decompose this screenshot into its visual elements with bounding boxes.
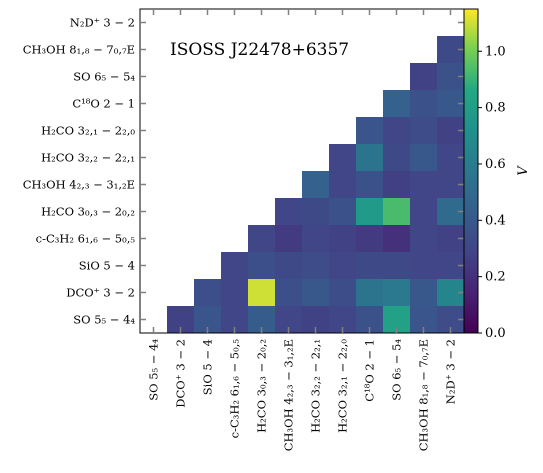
column-label: CH₃OH 8₁,₈ − 7₀,₇E [417, 339, 431, 451]
row-label: c-C₃H₂ 6₁,₆ − 5₀,₅ [36, 232, 136, 246]
heatmap-cell [410, 90, 438, 118]
heatmap-cell [302, 225, 330, 253]
column-label: SO 5₅ − 4₄ [147, 339, 161, 401]
heatmap-cell [410, 144, 438, 172]
heatmap-cell [383, 90, 411, 118]
row-label: N₂D⁺ 3 − 2 [70, 16, 135, 30]
heatmap-cell [410, 198, 438, 226]
column-label: N₂D⁺ 3 − 2 [444, 339, 458, 404]
column-label: c-C₃H₂ 6₁,₆ − 5₀,₅ [228, 339, 242, 439]
heatmap-cell [383, 144, 411, 172]
heatmap-cell [248, 279, 276, 307]
heatmap-cell [410, 252, 438, 280]
heatmap-cell [383, 117, 411, 145]
heatmap-cell [356, 279, 384, 307]
heatmap-cell [410, 225, 438, 253]
column-label: SO 6₅ − 5₄ [390, 339, 404, 401]
colorbar-tick-label: 0.4 [485, 213, 506, 228]
heatmap-cell [329, 252, 357, 280]
colorbar-tick-label: 0.6 [485, 157, 506, 172]
heatmap-cell [356, 252, 384, 280]
heatmap-cell [248, 252, 276, 280]
row-label: SO 5₅ − 4₄ [73, 313, 135, 327]
heatmap-cell [221, 252, 249, 280]
heatmap-cell [383, 252, 411, 280]
column-label: H₂CO 3₂,₂ − 2₂,₁ [309, 339, 323, 433]
row-label: H₂CO 3₀,₃ − 2₀,₂ [41, 205, 135, 219]
heatmap-cell [410, 171, 438, 199]
heatmap-cell [329, 198, 357, 226]
heatmap-cell [383, 171, 411, 199]
colorbar [463, 8, 479, 334]
heatmap-cell [221, 279, 249, 307]
heatmap-cell [302, 252, 330, 280]
heatmap-cell [275, 198, 303, 226]
row-label: SO 6₅ − 5₄ [73, 70, 135, 84]
heatmap-cell [383, 198, 411, 226]
heatmap-cell [356, 198, 384, 226]
heatmap-cell [275, 279, 303, 307]
heatmap-cell [383, 225, 411, 253]
column-label: H₂CO 3₂,₁ − 2₂,₀ [336, 339, 350, 433]
heatmap-cell [329, 225, 357, 253]
y-tick-labels: N₂D⁺ 3 − 2 CH₃OH 8₁,₈ − 7₀,₇E SO 6₅ − 5₄ C¹… [23, 16, 136, 327]
column-label: C¹⁸O 2 − 1 [363, 339, 377, 402]
row-label: H₂CO 3₂,₁ − 2₂,₀ [41, 124, 135, 138]
row-label: H₂CO 3₂,₂ − 2₂,₁ [41, 151, 135, 165]
heatmap-cell [302, 198, 330, 226]
colorbar-tick-label: 0.8 [485, 101, 506, 116]
heatmap-cell [194, 279, 222, 307]
heatmap-cell [329, 279, 357, 307]
row-label: CH₃OH 8₁,₈ − 7₀,₇E [23, 43, 135, 57]
heatmap-cell [329, 171, 357, 199]
colorbar-tick-label: 0.2 [485, 270, 506, 285]
row-label: C¹⁸O 2 − 1 [72, 97, 135, 111]
heatmap-cell [356, 225, 384, 253]
row-label: CH₃OH 4₂,₃ − 3₁,₂E [23, 178, 135, 192]
heatmap-cells [167, 36, 465, 334]
heatmap-cell [275, 225, 303, 253]
column-label: SiO 5 − 4 [201, 339, 215, 395]
heatmap-cell [302, 171, 330, 199]
heatmap-cell [248, 225, 276, 253]
heatmap-cell [356, 117, 384, 145]
heatmap-cell [302, 279, 330, 307]
colorbar-tick-label: 1.0 [485, 44, 506, 59]
heatmap-cell [410, 117, 438, 145]
colorbar-tick-label: 0.0 [485, 326, 506, 341]
heatmap-cell [410, 63, 438, 91]
x-tick-labels: SO 5₅ − 4₄ DCO⁺ 3 − 2 SiO 5 − 4 c-C₃H₂ 6₁,₆… [147, 339, 458, 452]
heatmap-cell [329, 144, 357, 172]
colorbar-label: V [516, 165, 531, 176]
source-annotation: ISOSS J22478+6357 [170, 40, 349, 60]
column-label: CH₃OH 4₂,₃ − 3₁,₂E [282, 339, 296, 451]
column-label: DCO⁺ 3 − 2 [174, 339, 188, 408]
row-label: SiO 5 − 4 [79, 259, 135, 273]
heatmap-cell [356, 171, 384, 199]
heatmap-cell [356, 144, 384, 172]
heatmap-cell [410, 279, 438, 307]
axis-ticks [140, 9, 464, 333]
heatmap-cell [383, 279, 411, 307]
heatmap-cell [275, 252, 303, 280]
colorbar-ticks: 0.0 0.2 0.4 0.6 0.8 1.0 [478, 44, 506, 341]
row-label: DCO⁺ 3 − 2 [66, 286, 135, 300]
column-label: H₂CO 3₀,₃ − 2₀,₂ [255, 339, 269, 433]
